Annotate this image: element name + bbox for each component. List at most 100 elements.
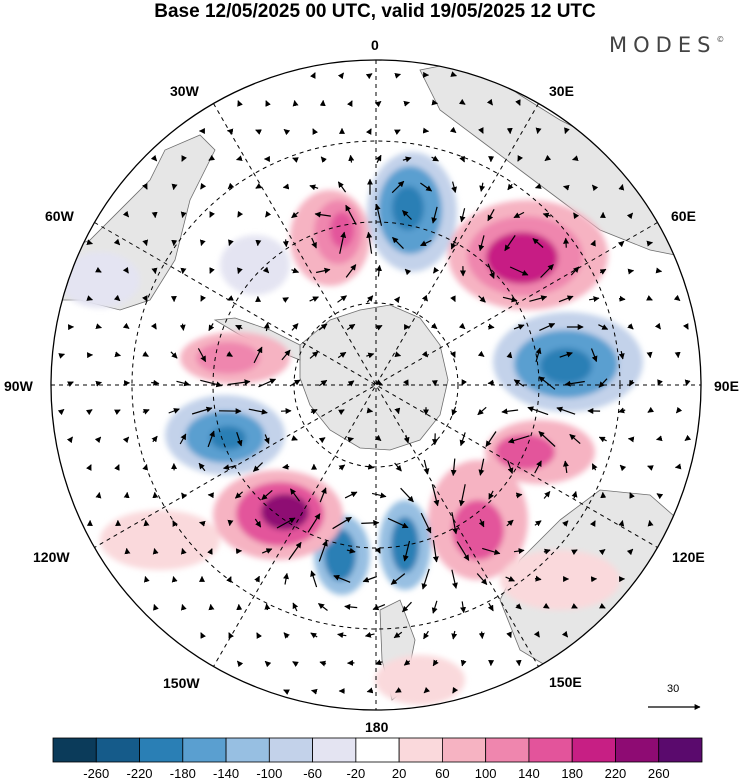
wind-arrow <box>337 632 347 639</box>
wind-arrow <box>394 351 402 358</box>
wind-arrow <box>564 127 570 134</box>
wind-arrow <box>142 295 148 302</box>
wind-arrow <box>572 155 579 162</box>
wind-arrow <box>282 183 290 190</box>
reference-vector-label: 30 <box>667 683 680 695</box>
wind-arrow <box>684 379 691 386</box>
wind-arrow <box>95 380 102 387</box>
wind-arrow <box>513 379 525 387</box>
wind-arrow <box>95 323 102 330</box>
wind-arrow <box>261 548 273 554</box>
wind-arrow <box>450 236 458 250</box>
wind-arrow <box>197 348 207 363</box>
wind-arrow <box>393 631 403 639</box>
wind-arrow <box>476 573 488 585</box>
wind-arrow <box>477 406 487 416</box>
wind-arrow <box>200 379 223 388</box>
wind-arrow <box>501 408 519 415</box>
wind-arrow <box>181 492 188 500</box>
wind-arrow <box>487 209 495 222</box>
wind-arrow <box>207 548 213 555</box>
wind-arrow <box>374 100 382 108</box>
wind-arrow <box>311 688 318 695</box>
wind-arrow <box>673 294 681 302</box>
wind-arrow <box>318 603 328 611</box>
wind-arrow <box>487 379 494 386</box>
wind-arrow <box>364 631 375 638</box>
wind-arrow <box>143 576 150 583</box>
wind-arrow <box>431 600 438 614</box>
wind-arrow <box>538 376 556 390</box>
wind-arrow <box>394 72 401 79</box>
wind-arrow <box>618 350 625 360</box>
wind-arrow <box>318 379 328 387</box>
wind-arrow <box>618 520 625 527</box>
wind-arrow <box>345 264 357 278</box>
wind-arrow <box>478 295 486 303</box>
wind-arrow <box>423 459 430 475</box>
wind-arrow <box>374 203 383 226</box>
wind-arrow <box>252 462 264 472</box>
wind-arrow <box>346 547 356 554</box>
lon-label-30e: 30E <box>549 83 574 99</box>
lon-label-120w: 120W <box>33 549 70 565</box>
colorbar-swatch <box>355 737 400 763</box>
wind-arrow <box>344 603 358 610</box>
wind-arrow <box>291 211 299 219</box>
wind-arrow <box>404 268 412 276</box>
wind-arrow <box>248 408 268 415</box>
wind-arrow <box>599 268 607 275</box>
wind-arrow <box>450 295 456 303</box>
wind-arrow <box>94 436 102 444</box>
lon-label-0: 0 <box>371 37 379 53</box>
wind-arrow <box>505 576 515 582</box>
wind-arrow <box>376 264 382 277</box>
wind-arrow <box>263 322 270 332</box>
wind-arrow <box>506 519 514 527</box>
wind-arrow <box>366 352 375 359</box>
wind-arrow <box>538 431 556 447</box>
wind-arrow <box>451 406 458 416</box>
wind-arrow <box>372 604 386 611</box>
wind-arrow <box>646 295 653 301</box>
wind-arrow <box>450 458 457 476</box>
wind-arrow <box>394 407 401 415</box>
wind-arrow <box>393 296 400 304</box>
wind-arrow <box>430 322 438 330</box>
wind-arrow <box>347 380 355 387</box>
wind-arrow <box>452 686 459 694</box>
wind-arrow <box>589 296 600 303</box>
wind-arrow <box>375 324 383 331</box>
wind-arrow <box>348 154 355 163</box>
wind-arrow <box>626 548 634 556</box>
wind-arrow <box>543 548 551 555</box>
wind-arrow <box>534 575 542 582</box>
wind-arrow <box>142 239 149 246</box>
wind-arrow <box>265 100 271 107</box>
wind-arrow <box>459 208 466 223</box>
wind-arrow <box>258 378 277 388</box>
wind-arrow <box>236 660 244 668</box>
wind-arrow <box>264 434 270 445</box>
wind-arrow <box>535 347 542 363</box>
wind-arrow <box>657 379 663 386</box>
wind-arrow <box>374 434 382 442</box>
wind-arrow <box>314 211 331 218</box>
wind-arrow <box>171 183 178 191</box>
wind-arrow <box>563 184 570 191</box>
wind-arrow <box>502 296 518 303</box>
wind-arrow <box>477 350 485 357</box>
wind-arrow <box>539 323 556 331</box>
wind-arrow <box>123 491 130 499</box>
wind-arrow <box>366 407 374 414</box>
colorbar-tick: -180 <box>169 766 196 781</box>
wind-arrow <box>199 520 206 527</box>
wind-arrow <box>254 575 260 583</box>
wind-arrow <box>571 549 578 556</box>
wind-arrow <box>283 128 291 136</box>
wind-arrow <box>507 460 514 474</box>
wind-arrow <box>315 267 331 274</box>
wind-arrow <box>209 267 215 274</box>
wind-arrow <box>255 239 262 247</box>
wind-arrow <box>487 323 495 330</box>
